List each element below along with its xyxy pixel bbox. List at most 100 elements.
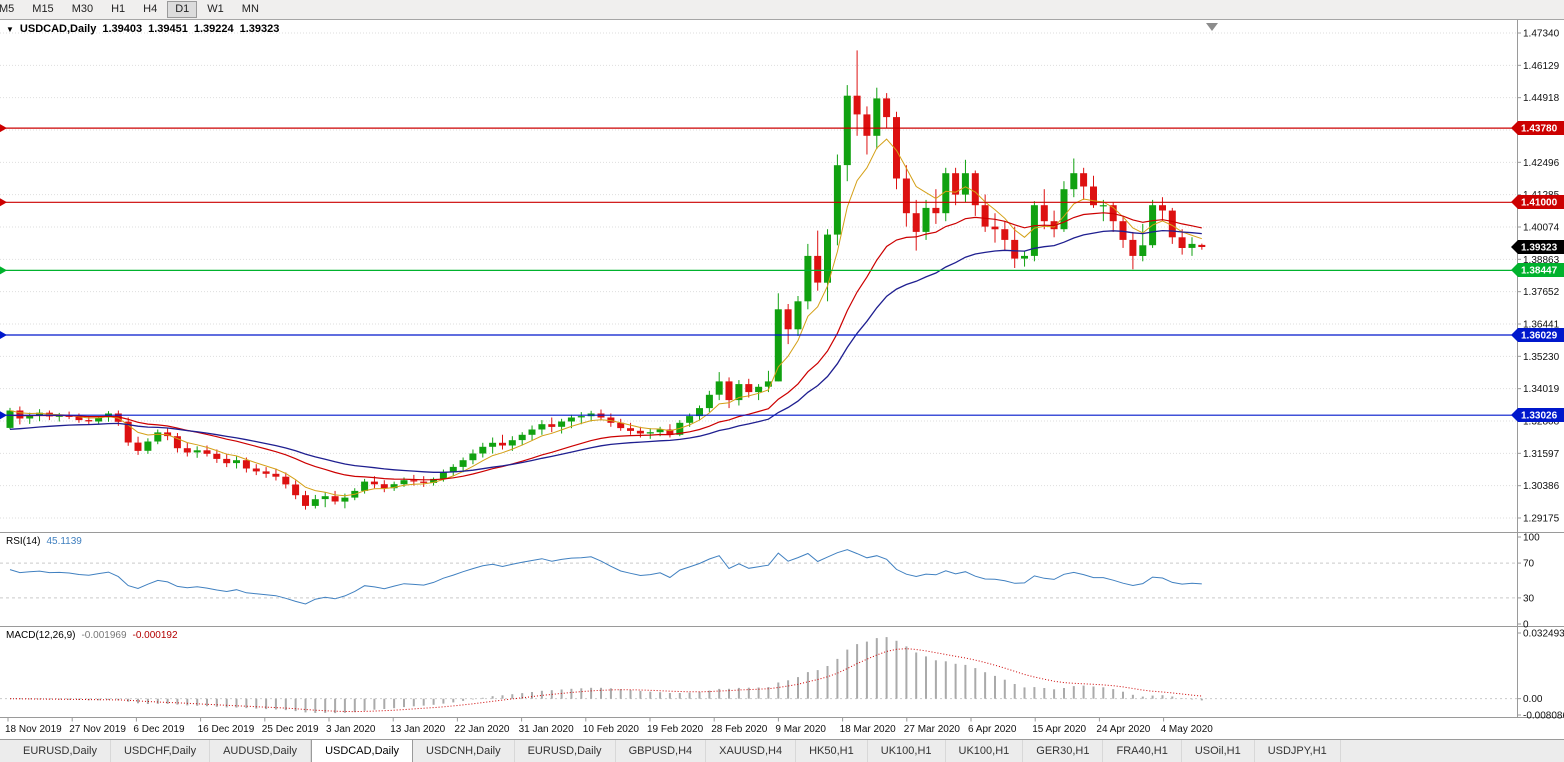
chart-tab-7-XAUUSD-H4[interactable]: XAUUSD,H4 bbox=[706, 740, 797, 762]
svg-text:70: 70 bbox=[1523, 559, 1535, 570]
macd-indicator-title: MACD(12,26,9) -0.001969 -0.000192 bbox=[6, 630, 178, 641]
level-price-badge[interactable]: 1.38447 bbox=[1511, 263, 1564, 277]
svg-text:1.38863: 1.38863 bbox=[1523, 255, 1560, 266]
timeframe-button-D1[interactable]: D1 bbox=[167, 1, 198, 18]
chart-tab-8-HK50-H1[interactable]: HK50,H1 bbox=[796, 740, 868, 762]
svg-text:27 Nov 2019: 27 Nov 2019 bbox=[69, 724, 126, 735]
svg-text:0.00: 0.00 bbox=[1523, 694, 1543, 705]
timeframe-toolbar: M5 M15 M30 H1 H4 D1 W1 MN bbox=[0, 0, 1564, 20]
svg-text:0.032493: 0.032493 bbox=[1523, 629, 1564, 640]
chart-tab-13-USOil-H1[interactable]: USOil,H1 bbox=[1182, 740, 1255, 762]
chart-tabs: EURUSD,Daily USDCHF,Daily AUDUSD,Daily USDC… bbox=[0, 739, 1564, 762]
timeframe-button-H4[interactable]: H4 bbox=[135, 1, 165, 18]
svg-text:1.35230: 1.35230 bbox=[1523, 352, 1560, 363]
rsi-indicator-title: RSI(14) 45.1139 bbox=[6, 536, 82, 547]
svg-text:3 Jan 2020: 3 Jan 2020 bbox=[326, 724, 376, 735]
svg-text:6 Apr 2020: 6 Apr 2020 bbox=[968, 724, 1017, 735]
chart-tab-4-USDCNH-Daily[interactable]: USDCNH,Daily bbox=[413, 740, 515, 762]
rsi-pane: 100 70 30 0 bbox=[0, 533, 1540, 631]
svg-text:10 Feb 2020: 10 Feb 2020 bbox=[583, 724, 640, 735]
chart-open-value: 1.39403 bbox=[102, 23, 143, 35]
chart-tab-12-FRA40-H1[interactable]: FRA40,H1 bbox=[1103, 740, 1182, 762]
svg-text:1.29175: 1.29175 bbox=[1523, 514, 1560, 525]
svg-text:1.47340: 1.47340 bbox=[1523, 29, 1560, 40]
timeframe-button-M15[interactable]: M15 bbox=[24, 1, 61, 18]
svg-text:100: 100 bbox=[1523, 533, 1540, 544]
candlestick-series bbox=[6, 50, 1206, 510]
ma-fast-line bbox=[9, 138, 1202, 497]
macd-label: MACD(12,26,9) bbox=[6, 630, 76, 641]
chart-tab-6-GBPUSD-H4[interactable]: GBPUSD,H4 bbox=[616, 740, 707, 762]
svg-text:1.44918: 1.44918 bbox=[1523, 93, 1560, 104]
svg-text:19 Feb 2020: 19 Feb 2020 bbox=[647, 724, 704, 735]
svg-text:1.43780: 1.43780 bbox=[1521, 124, 1558, 135]
chart-tab-0-EURUSD-Daily[interactable]: EURUSD,Daily bbox=[10, 740, 111, 762]
svg-text:9 Mar 2020: 9 Mar 2020 bbox=[775, 724, 826, 735]
chart-shift-marker-icon[interactable] bbox=[1206, 23, 1218, 31]
chart-close-value: 1.39323 bbox=[239, 23, 280, 35]
svg-text:1.31597: 1.31597 bbox=[1523, 449, 1560, 460]
timeframe-button-M30[interactable]: M30 bbox=[64, 1, 101, 18]
date-axis: 18 Nov 2019 27 Nov 2019 6 Dec 2019 16 Dec 2… bbox=[5, 717, 1214, 735]
chart-tab-2-AUDUSD-Daily[interactable]: AUDUSD,Daily bbox=[210, 740, 312, 762]
chart-high-value: 1.39451 bbox=[148, 23, 188, 35]
chart-tab-1-USDCHF-Daily[interactable]: USDCHF,Daily bbox=[111, 740, 211, 762]
svg-text:18 Mar 2020: 18 Mar 2020 bbox=[840, 724, 897, 735]
chart-tab-11-GER30-H1[interactable]: GER30,H1 bbox=[1023, 740, 1104, 762]
chart-low-value: 1.39224 bbox=[193, 23, 234, 35]
svg-text:15 Apr 2020: 15 Apr 2020 bbox=[1032, 724, 1086, 735]
svg-text:1.33026: 1.33026 bbox=[1521, 411, 1558, 422]
svg-text:28 Feb 2020: 28 Feb 2020 bbox=[711, 724, 768, 735]
macd-signal-value: -0.000192 bbox=[132, 630, 178, 641]
svg-text:1.39323: 1.39323 bbox=[1521, 243, 1558, 254]
svg-text:1.36029: 1.36029 bbox=[1521, 331, 1558, 342]
macd-signal-line bbox=[9, 648, 1202, 713]
rsi-line bbox=[9, 549, 1202, 605]
chart-tab-14-USDJPY-H1[interactable]: USDJPY,H1 bbox=[1255, 740, 1341, 762]
horizontal-level-lines[interactable] bbox=[0, 124, 1517, 420]
level-price-badge[interactable]: 1.36029 bbox=[1511, 328, 1564, 342]
svg-text:27 Mar 2020: 27 Mar 2020 bbox=[904, 724, 961, 735]
svg-text:1.36441: 1.36441 bbox=[1523, 320, 1560, 331]
level-price-badge[interactable]: 1.33026 bbox=[1511, 408, 1564, 422]
level-price-badge[interactable]: 1.43780 bbox=[1511, 121, 1564, 135]
ma-medium-line bbox=[9, 212, 1202, 481]
svg-text:18 Nov 2019: 18 Nov 2019 bbox=[5, 724, 62, 735]
timeframe-button-MN[interactable]: MN bbox=[234, 1, 267, 18]
price-gridlines bbox=[0, 32, 1517, 519]
svg-text:1.40074: 1.40074 bbox=[1523, 223, 1560, 234]
svg-text:16 Dec 2019: 16 Dec 2019 bbox=[198, 724, 255, 735]
svg-text:1.34019: 1.34019 bbox=[1523, 384, 1560, 395]
svg-text:1.37652: 1.37652 bbox=[1523, 287, 1560, 298]
svg-text:13 Jan 2020: 13 Jan 2020 bbox=[390, 724, 445, 735]
svg-text:24 Apr 2020: 24 Apr 2020 bbox=[1096, 724, 1150, 735]
svg-text:30: 30 bbox=[1523, 593, 1535, 604]
chart-tab-10-UK100-H1[interactable]: UK100,H1 bbox=[946, 740, 1024, 762]
chart-tab-9-UK100-H1[interactable]: UK100,H1 bbox=[868, 740, 946, 762]
level-price-badge[interactable]: 1.41000 bbox=[1511, 195, 1564, 209]
chart-tab-3-USDCAD-Daily[interactable]: USDCAD,Daily bbox=[311, 740, 414, 762]
rsi-label: RSI(14) bbox=[6, 536, 41, 547]
svg-text:1.38447: 1.38447 bbox=[1521, 266, 1558, 277]
svg-text:31 Jan 2020: 31 Jan 2020 bbox=[519, 724, 574, 735]
chart-menu-icon[interactable]: ▼ bbox=[6, 24, 14, 34]
svg-text:4 May 2020: 4 May 2020 bbox=[1161, 724, 1214, 735]
svg-text:1.41000: 1.41000 bbox=[1521, 198, 1558, 209]
svg-text:1.42496: 1.42496 bbox=[1523, 158, 1560, 169]
chart-symbol: USDCAD,Daily bbox=[19, 23, 97, 35]
rsi-value: 45.1139 bbox=[46, 536, 82, 547]
svg-text:0: 0 bbox=[1523, 620, 1529, 631]
timeframe-button-W1[interactable]: W1 bbox=[199, 1, 232, 18]
timeframe-button-H1[interactable]: H1 bbox=[103, 1, 133, 18]
svg-text:1.46129: 1.46129 bbox=[1523, 61, 1560, 72]
macd-main-value: -0.001969 bbox=[81, 630, 127, 641]
macd-pane: 0.032493 0.00 -0.008086 bbox=[0, 629, 1564, 722]
macd-histogram bbox=[18, 637, 1203, 714]
current-price-badge[interactable]: 1.39323 bbox=[1511, 240, 1564, 254]
svg-text:6 Dec 2019: 6 Dec 2019 bbox=[133, 724, 185, 735]
svg-text:1.30386: 1.30386 bbox=[1523, 481, 1560, 492]
chart-tab-5-EURUSD-Daily[interactable]: EURUSD,Daily bbox=[515, 740, 616, 762]
svg-text:25 Dec 2019: 25 Dec 2019 bbox=[262, 724, 319, 735]
timeframe-button-M5[interactable]: M5 bbox=[0, 1, 22, 18]
